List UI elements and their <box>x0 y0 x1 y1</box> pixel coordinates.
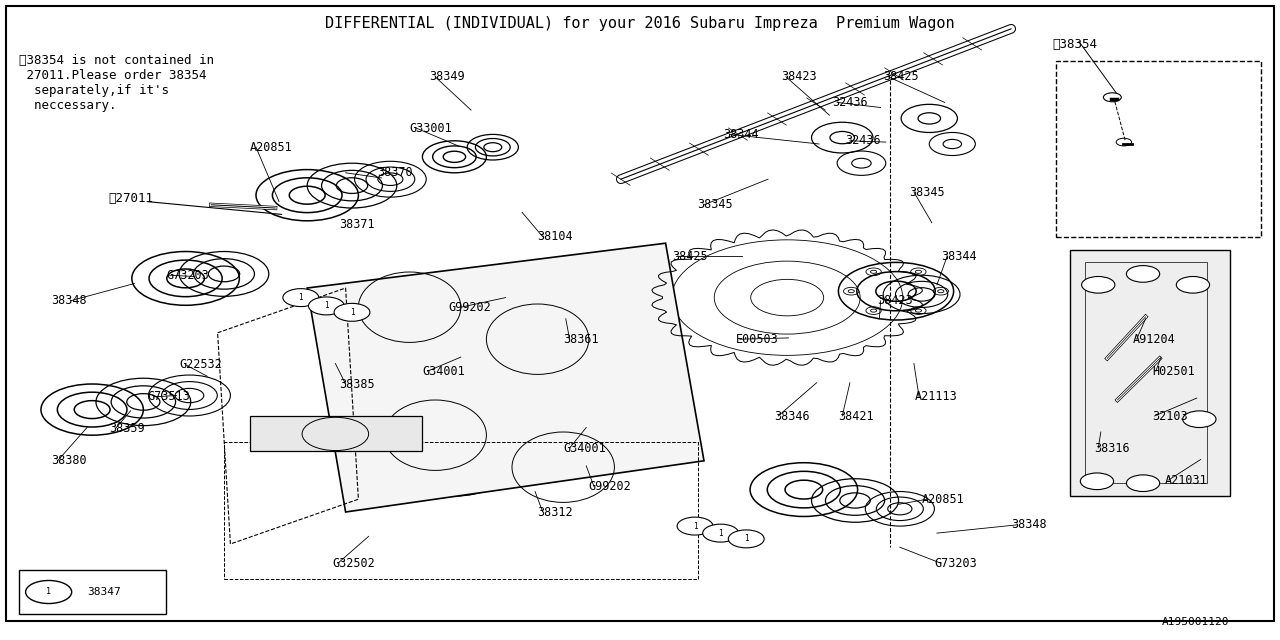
Text: H02501: H02501 <box>1152 365 1194 378</box>
Text: G34001: G34001 <box>422 365 465 378</box>
Text: G73513: G73513 <box>147 390 189 403</box>
Text: A20851: A20851 <box>250 141 292 154</box>
Text: A195001120: A195001120 <box>1161 617 1229 627</box>
Text: 38347: 38347 <box>87 587 120 597</box>
Text: 38423: 38423 <box>781 70 817 83</box>
Text: 38361: 38361 <box>563 333 599 346</box>
Bar <box>19 570 166 614</box>
Text: 38346: 38346 <box>774 410 810 422</box>
Circle shape <box>26 580 72 604</box>
Circle shape <box>283 289 319 307</box>
Text: 38423: 38423 <box>877 294 913 307</box>
Circle shape <box>1126 266 1160 282</box>
Text: G99202: G99202 <box>589 480 631 493</box>
Text: 1: 1 <box>692 522 698 531</box>
Circle shape <box>1080 473 1114 490</box>
Text: 38344: 38344 <box>941 250 977 262</box>
Bar <box>224 442 698 579</box>
Text: 1: 1 <box>744 534 749 543</box>
Text: 38425: 38425 <box>883 70 919 83</box>
Bar <box>1056 61 1261 237</box>
Text: 38348: 38348 <box>51 294 87 307</box>
Polygon shape <box>307 243 704 512</box>
Text: ※38354 is not contained in
 27011.Please order 38354
  separately,if it's
  necc: ※38354 is not contained in 27011.Please … <box>19 54 214 113</box>
Text: 38316: 38316 <box>1094 442 1130 454</box>
Circle shape <box>1183 411 1216 428</box>
Text: 38421: 38421 <box>838 410 874 422</box>
Circle shape <box>677 517 713 535</box>
Text: G73203: G73203 <box>166 269 209 282</box>
Text: 38425: 38425 <box>672 250 708 262</box>
Text: 1: 1 <box>349 308 355 317</box>
Text: 38385: 38385 <box>339 378 375 390</box>
Circle shape <box>1126 475 1160 492</box>
Text: 1: 1 <box>298 293 303 302</box>
Text: 38380: 38380 <box>51 454 87 467</box>
Text: 1: 1 <box>718 529 723 538</box>
Text: 38344: 38344 <box>723 128 759 141</box>
Circle shape <box>1176 276 1210 293</box>
Text: 38371: 38371 <box>339 218 375 230</box>
Circle shape <box>334 303 370 321</box>
Text: 32103: 32103 <box>1152 410 1188 422</box>
Text: 1: 1 <box>324 301 329 310</box>
Text: 38345: 38345 <box>698 198 733 211</box>
Text: ※38354: ※38354 <box>1052 38 1097 51</box>
Text: G32502: G32502 <box>333 557 375 570</box>
Text: DIFFERENTIAL (INDIVIDUAL) for your 2016 Subaru Impreza  Premium Wagon: DIFFERENTIAL (INDIVIDUAL) for your 2016 … <box>325 16 955 31</box>
Text: G22532: G22532 <box>179 358 221 371</box>
Text: 38349: 38349 <box>429 70 465 83</box>
Circle shape <box>703 524 739 542</box>
Text: 32436: 32436 <box>832 96 868 109</box>
Text: 38359: 38359 <box>109 422 145 435</box>
Text: G99202: G99202 <box>448 301 490 314</box>
Circle shape <box>1082 276 1115 293</box>
Text: G34001: G34001 <box>563 442 605 454</box>
Text: E00503: E00503 <box>736 333 778 346</box>
Bar <box>1085 262 1207 483</box>
Text: A91204: A91204 <box>1133 333 1175 346</box>
Text: A20851: A20851 <box>922 493 964 506</box>
Bar <box>1070 250 1230 496</box>
Text: 38370: 38370 <box>378 166 413 179</box>
Text: 38312: 38312 <box>538 506 573 518</box>
Text: 38345: 38345 <box>909 186 945 198</box>
Text: A21113: A21113 <box>915 390 957 403</box>
Text: 32436: 32436 <box>845 134 881 147</box>
Text: 38104: 38104 <box>538 230 573 243</box>
Text: 38348: 38348 <box>1011 518 1047 531</box>
Bar <box>250 416 422 451</box>
Text: 1: 1 <box>46 588 51 596</box>
Circle shape <box>308 297 344 315</box>
Text: G73203: G73203 <box>934 557 977 570</box>
Text: ※27011: ※27011 <box>109 192 154 205</box>
Text: G33001: G33001 <box>410 122 452 134</box>
Text: A21031: A21031 <box>1165 474 1207 486</box>
Circle shape <box>728 530 764 548</box>
